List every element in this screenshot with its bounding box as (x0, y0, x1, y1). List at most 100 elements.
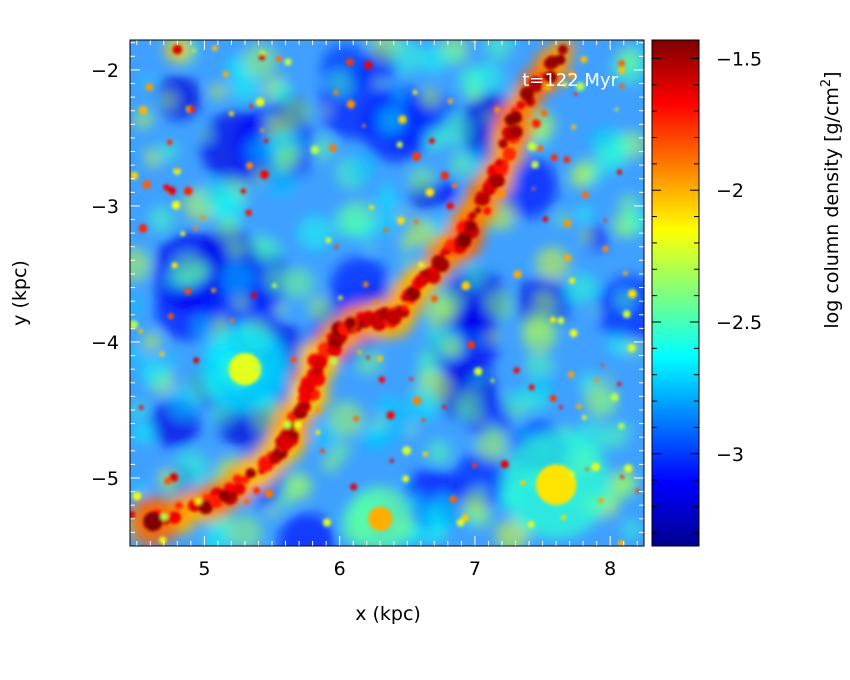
small-clump (330, 357, 338, 365)
small-clump (542, 216, 549, 222)
field-haze (441, 112, 475, 147)
small-clump (440, 237, 447, 243)
small-clump (245, 162, 254, 170)
small-clump (446, 202, 454, 210)
field-haze (191, 201, 200, 211)
colorbar-tick-label: −2 (716, 180, 744, 202)
dense-clump (312, 355, 327, 370)
small-clump (169, 472, 179, 482)
small-clump (130, 511, 136, 519)
small-clump (496, 189, 506, 199)
field-haze (375, 188, 399, 213)
small-clump (222, 71, 229, 78)
field-haze (588, 126, 615, 152)
small-clump (396, 141, 403, 148)
field-haze (247, 498, 258, 509)
small-clump (581, 191, 589, 199)
field-haze (480, 111, 492, 123)
field-haze (266, 112, 278, 124)
filament-core (469, 211, 477, 219)
field-haze (161, 93, 177, 108)
small-clump (263, 138, 269, 144)
field-haze (569, 165, 592, 189)
field-haze (462, 265, 486, 288)
small-clump (447, 98, 454, 104)
field-haze (146, 153, 161, 168)
small-clump (564, 254, 572, 262)
field-haze (390, 40, 424, 74)
field-haze (130, 346, 143, 365)
colorbar-frame (651, 39, 700, 547)
field-haze (604, 373, 614, 383)
colorbar-label: log column density [g/cm2] (819, 71, 843, 328)
small-clump (594, 378, 599, 383)
plot-frame (129, 39, 645, 547)
small-clump (418, 261, 425, 268)
field-haze (495, 519, 529, 546)
small-clump (618, 67, 626, 75)
small-clump (627, 343, 636, 352)
plot-area (129, 39, 645, 547)
field-haze (399, 234, 416, 251)
field-void (278, 512, 337, 546)
field-haze (274, 144, 301, 170)
field-haze (623, 213, 644, 235)
dense-clump (368, 506, 393, 531)
field-haze (407, 218, 436, 247)
field-haze (274, 303, 287, 316)
field-haze (425, 495, 460, 530)
small-clump (264, 489, 274, 499)
small-clump (580, 56, 588, 64)
small-clump (567, 371, 575, 379)
small-clump (425, 188, 435, 197)
small-clump (187, 105, 195, 113)
field-haze (524, 352, 552, 380)
small-clump (167, 313, 174, 320)
field-haze (611, 52, 644, 86)
small-clump (409, 377, 414, 381)
colorbar-label-suffix: ] (821, 71, 843, 78)
small-clump (591, 462, 600, 472)
small-clump (494, 106, 501, 113)
field-haze (419, 44, 449, 74)
field-haze (139, 356, 171, 389)
small-clump (211, 45, 218, 52)
field-haze (474, 415, 485, 426)
small-clump (357, 350, 362, 355)
colorbar: −1.5 −2 −2.5 −3 (651, 39, 762, 547)
colorbar-tick-label: −1.5 (716, 48, 762, 70)
small-clump (574, 91, 578, 96)
field-haze (132, 422, 155, 444)
filament-core (498, 138, 508, 149)
small-clump (627, 289, 637, 299)
field-haze (147, 205, 175, 233)
small-clump (398, 115, 407, 124)
field-haze (133, 109, 154, 129)
small-clump (167, 186, 176, 196)
small-clump (601, 363, 605, 368)
field-haze (522, 310, 548, 336)
small-clump (142, 180, 152, 189)
colorbar-ticks (652, 57, 699, 534)
small-clump (228, 111, 235, 117)
field-haze (130, 247, 152, 282)
small-clump (353, 415, 359, 422)
field-haze (400, 254, 412, 266)
field-haze (168, 352, 179, 363)
small-clump (467, 341, 476, 349)
small-clump (376, 355, 383, 362)
small-clump (540, 109, 548, 117)
field-haze (265, 505, 278, 518)
filament-core (202, 493, 211, 502)
small-clump (320, 448, 325, 454)
field-haze (374, 211, 399, 236)
small-clump (440, 171, 449, 180)
field-haze (365, 242, 375, 251)
small-clump (338, 295, 343, 301)
dense-clump (385, 309, 402, 326)
small-clump (362, 281, 369, 288)
small-clump (290, 356, 297, 363)
field-haze (408, 166, 435, 194)
small-clump (310, 145, 320, 155)
colorbar-tick-labels: −1.5 −2 −2.5 −3 (716, 48, 762, 465)
